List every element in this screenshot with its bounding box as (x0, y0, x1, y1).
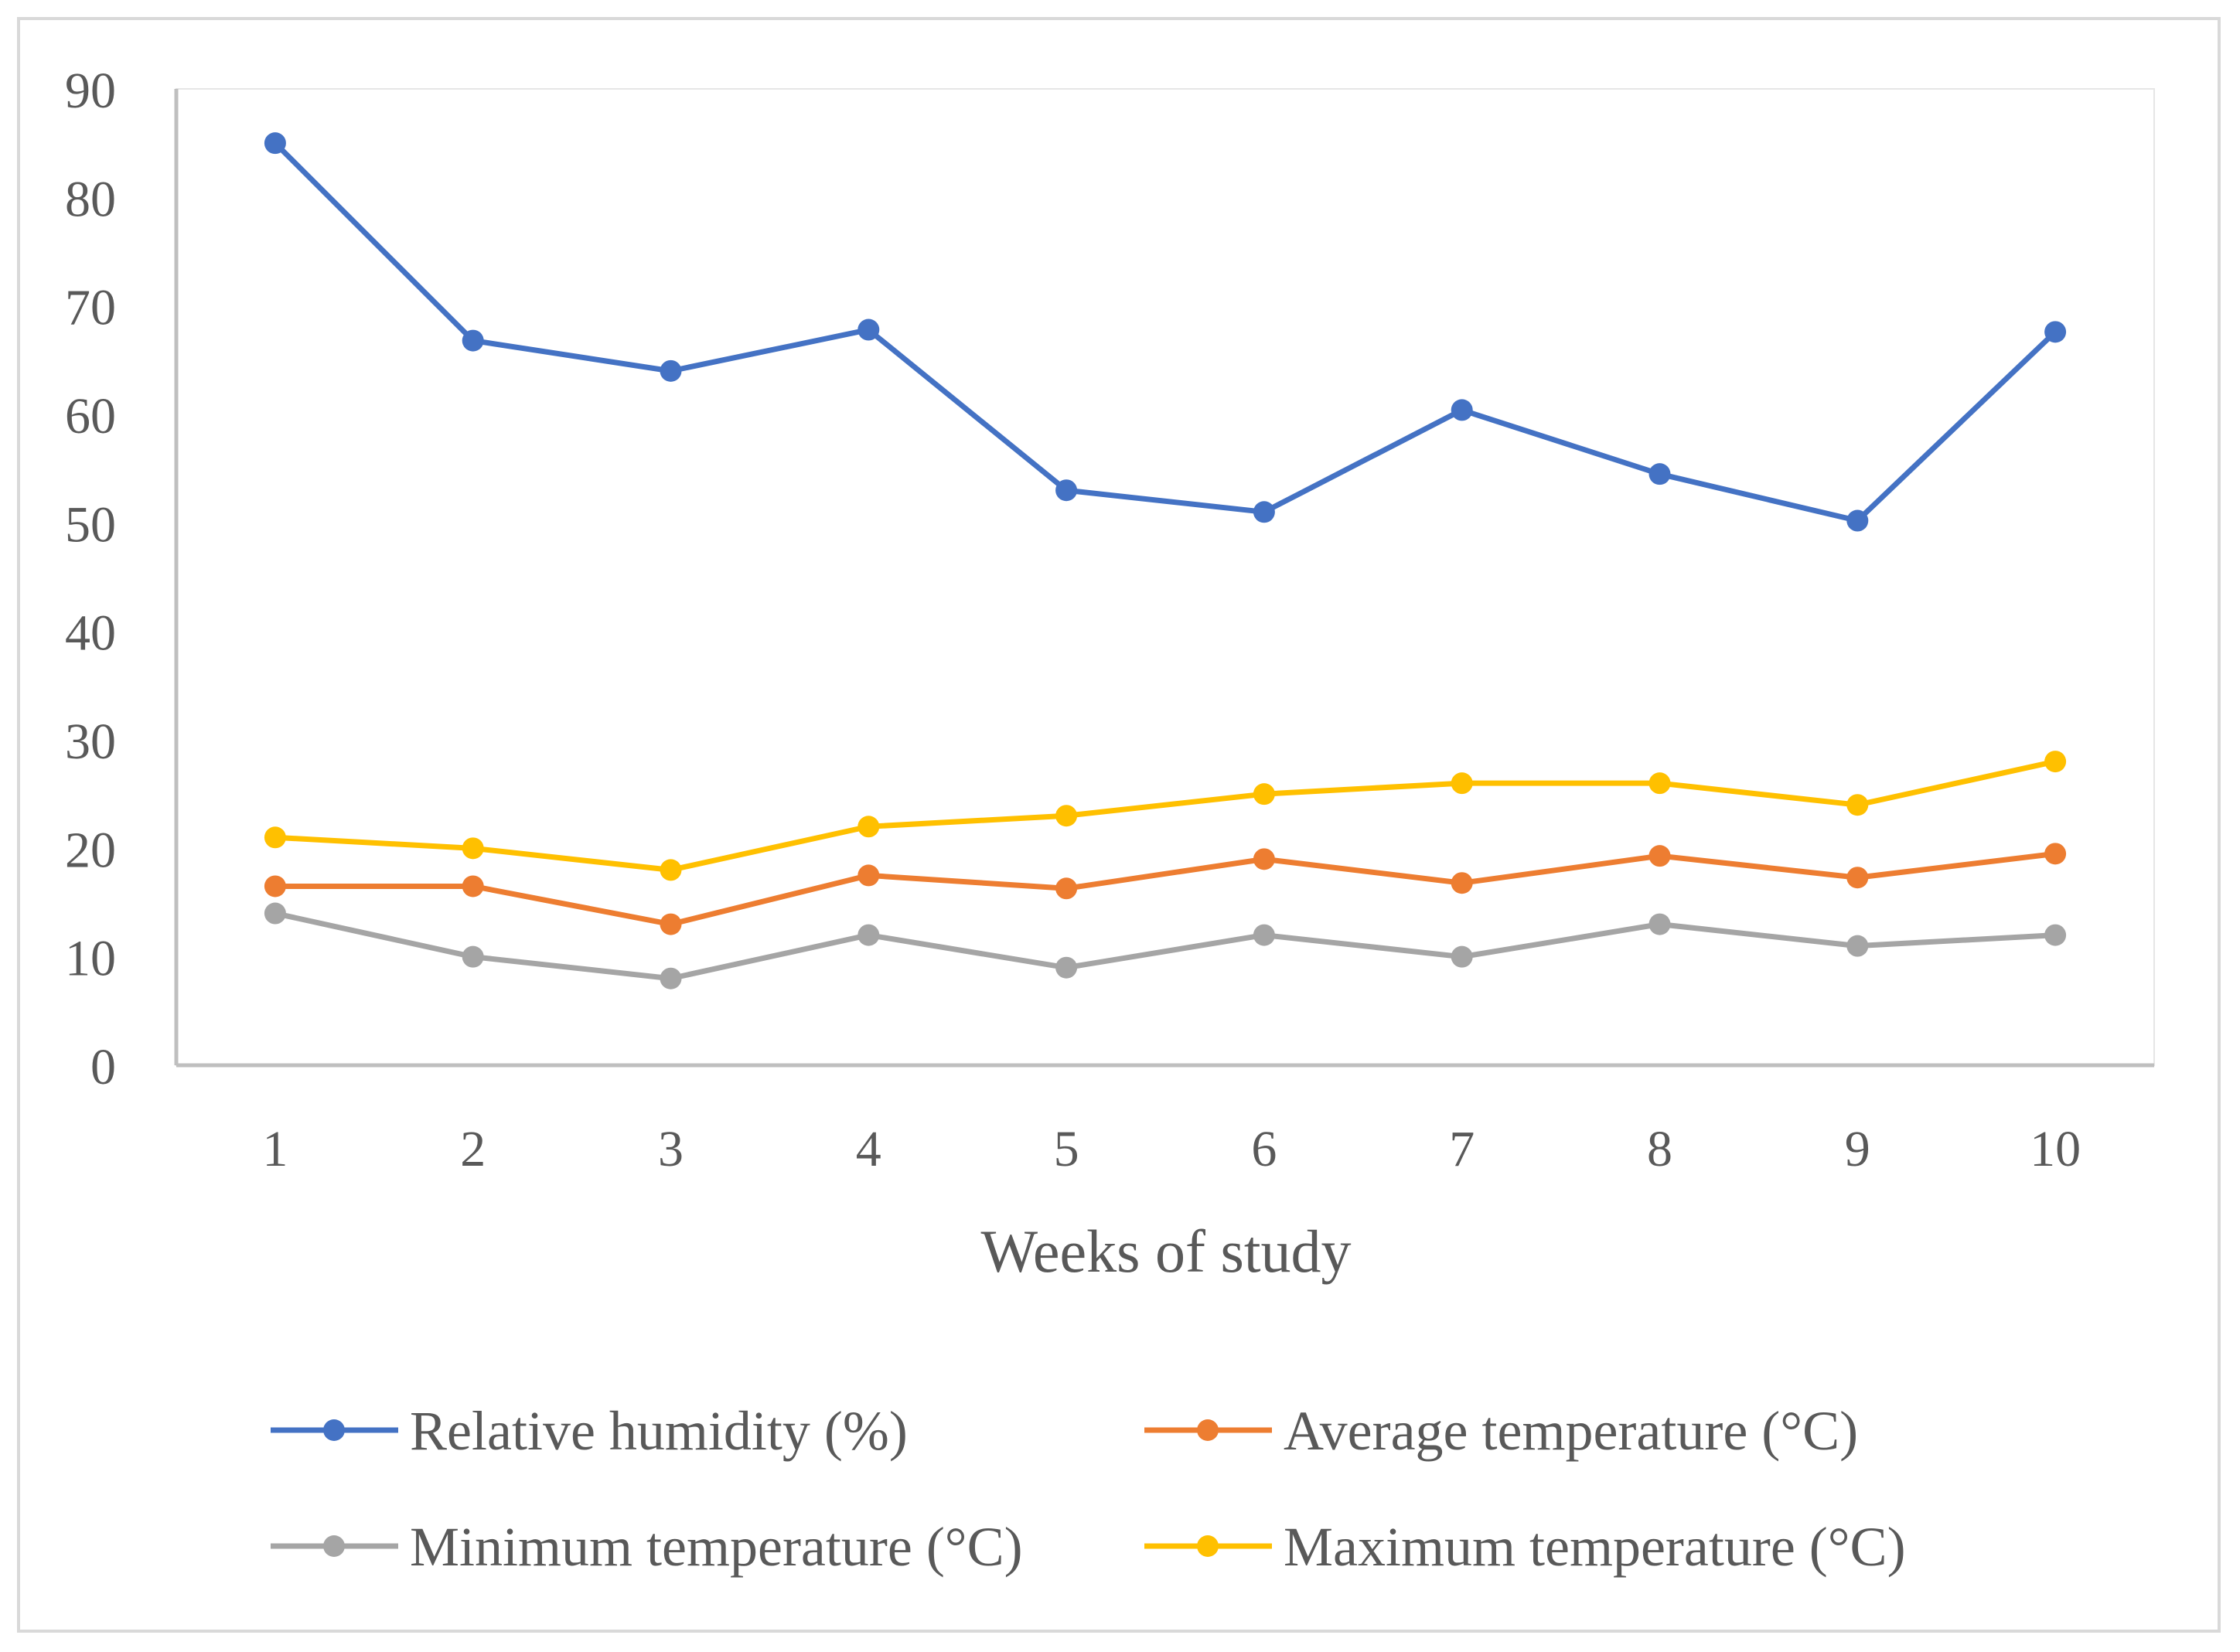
legend-item: Average temperature (°C) (1144, 1400, 1858, 1462)
data-point (462, 329, 484, 352)
data-point (462, 837, 484, 860)
data-point (1648, 463, 1671, 485)
data-point (2044, 751, 2067, 773)
series-line (272, 758, 2058, 873)
data-point (2044, 843, 2067, 865)
y-tick-label: 50 (65, 496, 116, 553)
legend-marker (323, 1535, 345, 1557)
x-tick-label: 7 (1449, 1121, 1475, 1177)
data-point (264, 132, 286, 155)
series-layer (264, 132, 2067, 989)
series-3 (264, 751, 2067, 881)
x-tick-label: 10 (2030, 1121, 2081, 1177)
y-tick-label: 70 (65, 280, 116, 336)
series-line (272, 911, 2058, 982)
y-tick-label: 20 (65, 822, 116, 878)
y-tick-label: 0 (90, 1039, 116, 1095)
data-point (660, 859, 682, 881)
data-point (1846, 509, 1869, 532)
data-point (264, 875, 286, 898)
y-tick-label: 30 (65, 714, 116, 770)
data-point (857, 318, 880, 341)
plot-area-border (176, 88, 2155, 1066)
data-point (1253, 924, 1275, 946)
legend-label: Minimum temperature (°C) (410, 1516, 1023, 1578)
data-point (1451, 945, 1473, 968)
data-point (1253, 848, 1275, 870)
y-tick-label: 10 (65, 931, 116, 987)
data-point (660, 967, 682, 989)
data-point (1451, 872, 1473, 894)
x-axis-title: Weeks of study (981, 1218, 1352, 1285)
legend-item: Minimum temperature (°C) (271, 1516, 1023, 1578)
data-point (1846, 794, 1869, 816)
x-tick-label: 9 (1845, 1121, 1870, 1177)
legend-label: Relative humidity (%) (410, 1400, 908, 1462)
data-point (2044, 924, 2067, 946)
legend-marker (1197, 1419, 1219, 1441)
data-point (1253, 501, 1275, 523)
data-point (1451, 772, 1473, 795)
series-0 (264, 132, 2067, 532)
data-point (857, 864, 880, 887)
data-point (1846, 935, 1869, 957)
data-point (1055, 479, 1078, 502)
data-point (1648, 845, 1671, 867)
legend-label: Maximum temperature (°C) (1284, 1516, 1906, 1578)
y-tick-label: 40 (65, 605, 116, 662)
x-tick-label: 6 (1251, 1121, 1277, 1177)
x-tick-label: 4 (856, 1121, 881, 1177)
data-point (857, 816, 880, 838)
series-line (272, 140, 2058, 524)
y-tick-label: 80 (65, 171, 116, 227)
y-tick-labels: 0 10 20 30 40 50 60 70 80 90 (65, 63, 116, 1095)
legend-marker (1197, 1535, 1219, 1557)
data-point (462, 945, 484, 968)
x-tick-label: 8 (1647, 1121, 1672, 1177)
series-1 (264, 843, 2067, 935)
y-tick-label: 60 (65, 388, 116, 445)
data-point (857, 924, 880, 946)
x-tick-labels: 1 2 3 4 5 6 7 8 9 10 (262, 1121, 2081, 1177)
series-2 (264, 902, 2067, 989)
legend-item: Relative humidity (%) (271, 1400, 908, 1462)
data-point (660, 913, 682, 935)
y-tick-label: 90 (65, 63, 116, 119)
data-point (1648, 772, 1671, 795)
legend-label: Average temperature (°C) (1284, 1400, 1858, 1462)
data-point (2044, 321, 2067, 343)
x-tick-label: 3 (658, 1121, 684, 1177)
data-point (660, 359, 682, 382)
data-point (1253, 783, 1275, 806)
x-tick-label: 1 (262, 1121, 288, 1177)
legend: Relative humidity (%) Average temperature… (271, 1400, 1906, 1578)
data-point (264, 826, 286, 849)
data-point (264, 902, 286, 925)
chart-frame (17, 17, 2221, 1633)
data-point (462, 875, 484, 898)
series-line (272, 850, 2058, 928)
data-point (1451, 399, 1473, 421)
x-tick-label: 2 (460, 1121, 486, 1177)
data-point (1846, 867, 1869, 889)
data-point (1055, 956, 1078, 979)
data-point (1055, 877, 1078, 900)
plot-area (176, 88, 2155, 1066)
legend-item: Maximum temperature (°C) (1144, 1516, 1906, 1578)
axes (174, 89, 2154, 1068)
data-point (1055, 805, 1078, 827)
legend-marker (323, 1419, 345, 1441)
x-tick-label: 5 (1054, 1121, 1079, 1177)
data-point (1648, 913, 1671, 935)
